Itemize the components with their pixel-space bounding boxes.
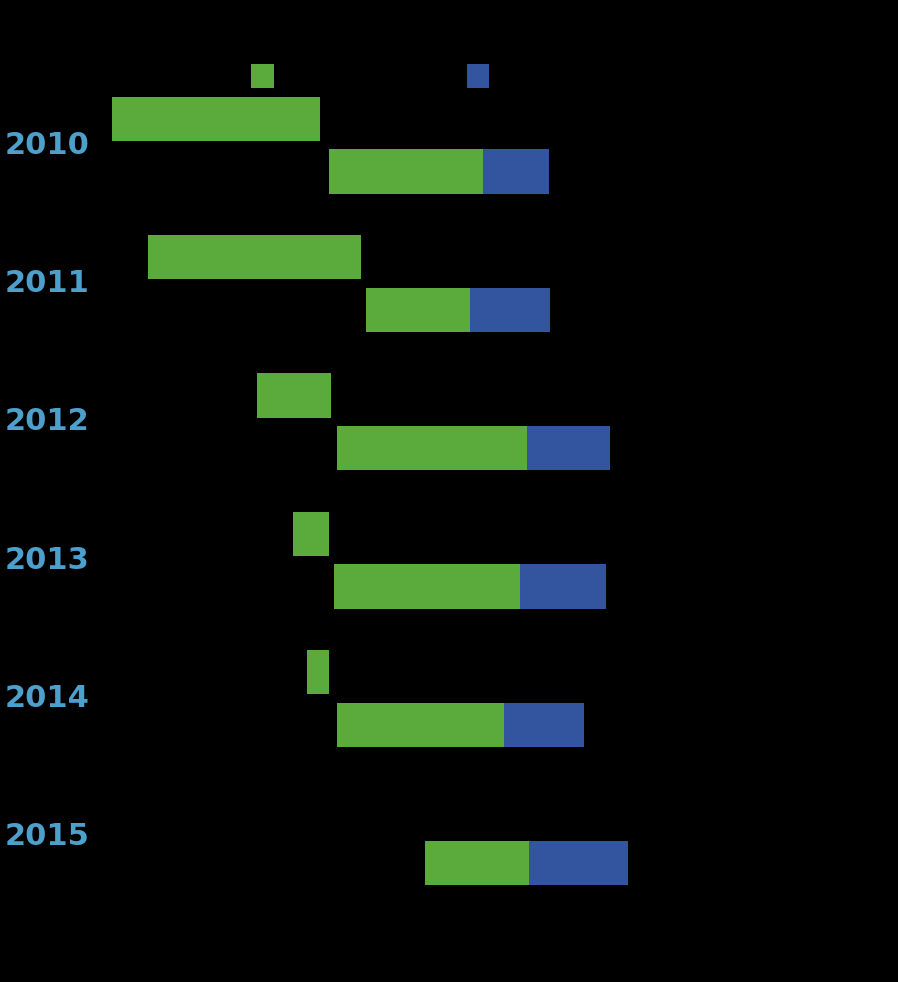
Bar: [520, 565, 606, 609]
Bar: [334, 565, 606, 609]
Bar: [529, 841, 629, 885]
Bar: [483, 149, 549, 193]
Bar: [112, 97, 321, 141]
Bar: [148, 235, 361, 280]
Bar: [257, 373, 331, 417]
Bar: [294, 512, 330, 556]
Bar: [337, 426, 527, 470]
Bar: [337, 426, 611, 470]
Bar: [470, 288, 550, 332]
Bar: [337, 702, 584, 747]
Bar: [330, 149, 483, 193]
Bar: [337, 702, 505, 747]
Text: 2015: 2015: [4, 822, 90, 851]
Text: 2014: 2014: [4, 683, 90, 713]
Bar: [527, 426, 611, 470]
Text: 2013: 2013: [4, 546, 90, 574]
Bar: [334, 565, 520, 609]
Text: 2011: 2011: [4, 269, 90, 299]
Bar: [148, 235, 361, 280]
Bar: [365, 288, 470, 332]
Bar: [257, 373, 331, 417]
Bar: [505, 702, 584, 747]
Text: 2012: 2012: [4, 408, 90, 436]
Bar: [307, 650, 330, 694]
Bar: [307, 650, 330, 694]
Bar: [294, 512, 330, 556]
Bar: [425, 841, 529, 885]
Bar: [425, 841, 629, 885]
Bar: [365, 288, 550, 332]
Bar: [330, 149, 549, 193]
Text: 2010: 2010: [4, 131, 90, 160]
Bar: [112, 97, 321, 141]
